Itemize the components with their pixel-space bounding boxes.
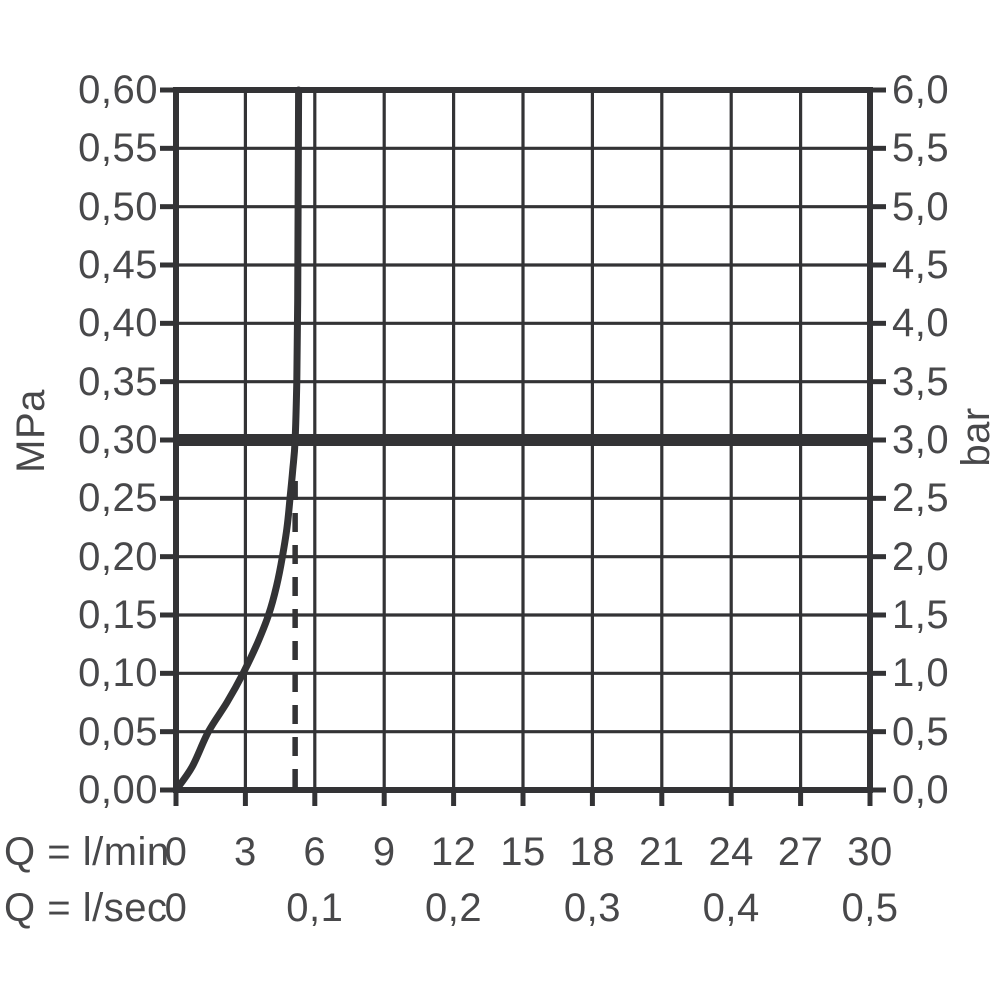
- lmin-tick-label: 0: [164, 830, 188, 874]
- mpa-tick-label: 0,10: [78, 651, 158, 696]
- mpa-tick-label: 0,35: [78, 359, 158, 404]
- lmin-tick-label: 21: [639, 830, 685, 874]
- bar-tick-label: 5,0: [892, 184, 950, 229]
- mpa-tick-label: 0,40: [78, 301, 158, 346]
- lmin-tick-label: 30: [847, 830, 893, 874]
- flow-curve: [172, 86, 303, 794]
- lsec-tick-label: 0,1: [286, 886, 344, 930]
- bar-tick-label: 4,0: [892, 301, 950, 346]
- lsec-tick-label: 0,2: [425, 886, 483, 930]
- bar-tick-label: 2,0: [892, 534, 950, 579]
- lsec-tick-label: 0: [164, 886, 188, 930]
- lmin-tick-label: 27: [777, 830, 824, 874]
- bar-tick-label: 1,5: [892, 593, 950, 637]
- mpa-tick-label: 0,60: [78, 68, 158, 112]
- bar-tick-label: 3,0: [892, 418, 950, 462]
- flow-axis-label-lmin: Q = l/min: [4, 830, 170, 874]
- mpa-tick-label: 0,15: [78, 593, 158, 637]
- mpa-tick-label: 0,25: [78, 476, 158, 521]
- lsec-tick-label: 0,3: [563, 886, 621, 930]
- lmin-tick-label: 24: [708, 830, 754, 874]
- bar-tick-label: 0,0: [892, 768, 950, 812]
- mpa-tick-label: 0,05: [78, 709, 158, 754]
- left-axis-title-mpa: MPa: [9, 389, 53, 473]
- lmin-tick-label: 9: [372, 830, 396, 874]
- bar-tick-label: 6,0: [892, 68, 950, 112]
- lmin-tick-label: 12: [430, 830, 477, 874]
- flow-axis-label-lsec: Q = l/sec: [4, 886, 168, 930]
- mpa-tick-label: 0,55: [78, 126, 158, 171]
- lsec-tick-label: 0,4: [702, 886, 760, 930]
- lmin-tick-label: 15: [500, 830, 546, 874]
- lmin-tick-label: 6: [303, 830, 327, 874]
- mpa-tick-label: 0,30: [78, 418, 158, 462]
- lmin-tick-label: 3: [234, 830, 257, 874]
- mpa-tick-label: 0,20: [78, 534, 158, 579]
- bar-tick-label: 5,5: [892, 126, 950, 171]
- lmin-tick-label: 18: [569, 830, 616, 874]
- bar-tick-label: 3,5: [892, 359, 950, 404]
- lsec-tick-label: 0,5: [841, 886, 899, 930]
- bar-tick-label: 0,5: [892, 709, 950, 754]
- mpa-tick-label: 0,45: [78, 243, 158, 287]
- right-axis-title-bar: bar: [954, 407, 998, 467]
- bar-tick-label: 1,0: [892, 651, 950, 696]
- mpa-tick-label: 0,00: [78, 768, 158, 812]
- bar-tick-label: 2,5: [892, 476, 950, 521]
- bar-tick-label: 4,5: [892, 243, 950, 287]
- mpa-tick-label: 0,50: [78, 184, 158, 229]
